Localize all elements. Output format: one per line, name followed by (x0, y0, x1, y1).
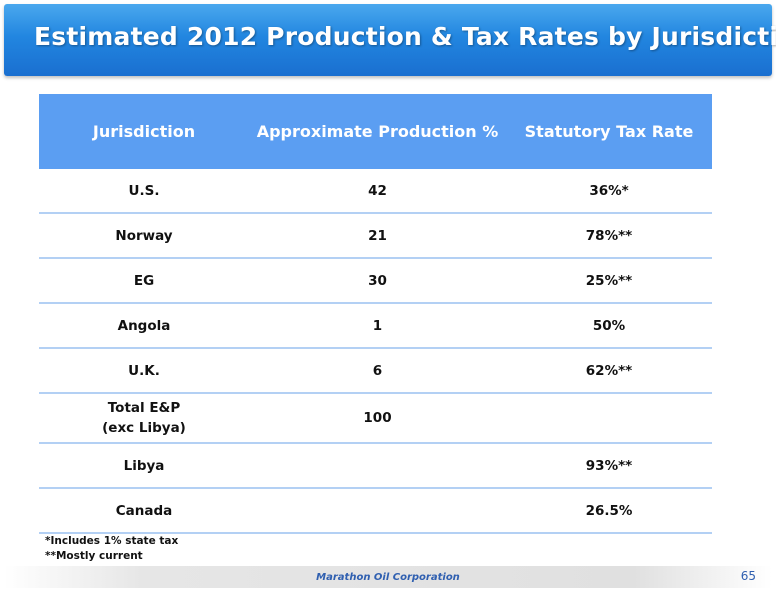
cell-jurisdiction: Norway (39, 213, 249, 259)
table-row: Canada 26.5% (39, 488, 712, 534)
table-row-total: Total E&P (exc Libya) 100 (39, 393, 712, 444)
cell-production: 42 (249, 169, 506, 214)
cell-jurisdiction: Angola (39, 303, 249, 349)
table-row: EG 30 25%** (39, 258, 712, 304)
cell-tax-rate: 93%** (506, 443, 712, 489)
cell-jurisdiction: Total E&P (exc Libya) (39, 393, 249, 444)
header-production: Approximate Production % (249, 94, 506, 169)
table-header-row: Jurisdiction Approximate Production % St… (39, 94, 712, 169)
footnote-mostly-current: **Mostly current (45, 550, 143, 562)
cell-production: 21 (249, 213, 506, 259)
page-number: 65 (740, 569, 756, 583)
footnote-state-tax: *Includes 1% state tax (45, 535, 179, 547)
table-row: U.K. 6 62%** (39, 348, 712, 394)
cell-jurisdiction: Libya (39, 443, 249, 489)
cell-tax-rate: 78%** (506, 213, 712, 259)
cell-jurisdiction: U.K. (39, 348, 249, 394)
footer-bar (4, 566, 772, 588)
cell-production: 6 (249, 348, 506, 394)
total-label-line2: (exc Libya) (102, 420, 186, 436)
cell-production (249, 488, 506, 534)
table-row: U.S. 42 36%* (39, 169, 712, 214)
cell-tax-rate: 36%* (506, 169, 712, 214)
cell-tax-rate: 25%** (506, 258, 712, 304)
cell-production (249, 443, 506, 489)
table-row: Libya 93%** (39, 443, 712, 489)
footer-company-name: Marathon Oil Corporation (316, 572, 460, 583)
header-jurisdiction: Jurisdiction (39, 94, 249, 169)
cell-production: 100 (249, 393, 506, 444)
cell-jurisdiction: Canada (39, 488, 249, 534)
production-tax-table: Jurisdiction Approximate Production % St… (39, 94, 712, 534)
table-row: Angola 1 50% (39, 303, 712, 349)
cell-jurisdiction: EG (39, 258, 249, 304)
cell-tax-rate: 26.5% (506, 488, 712, 534)
total-label-line1: Total E&P (107, 400, 181, 416)
slide-title: Estimated 2012 Production & Tax Rates by… (34, 22, 776, 51)
header-tax-rate: Statutory Tax Rate (506, 94, 712, 169)
cell-jurisdiction: U.S. (39, 169, 249, 214)
footnotes: *Includes 1% state tax **Mostly current (45, 534, 178, 564)
cell-production: 30 (249, 258, 506, 304)
cell-tax-rate: 50% (506, 303, 712, 349)
table-row: Norway 21 78%** (39, 213, 712, 259)
cell-tax-rate (506, 393, 712, 444)
title-bar: Estimated 2012 Production & Tax Rates by… (4, 4, 776, 76)
cell-tax-rate: 62%** (506, 348, 712, 394)
cell-production: 1 (249, 303, 506, 349)
